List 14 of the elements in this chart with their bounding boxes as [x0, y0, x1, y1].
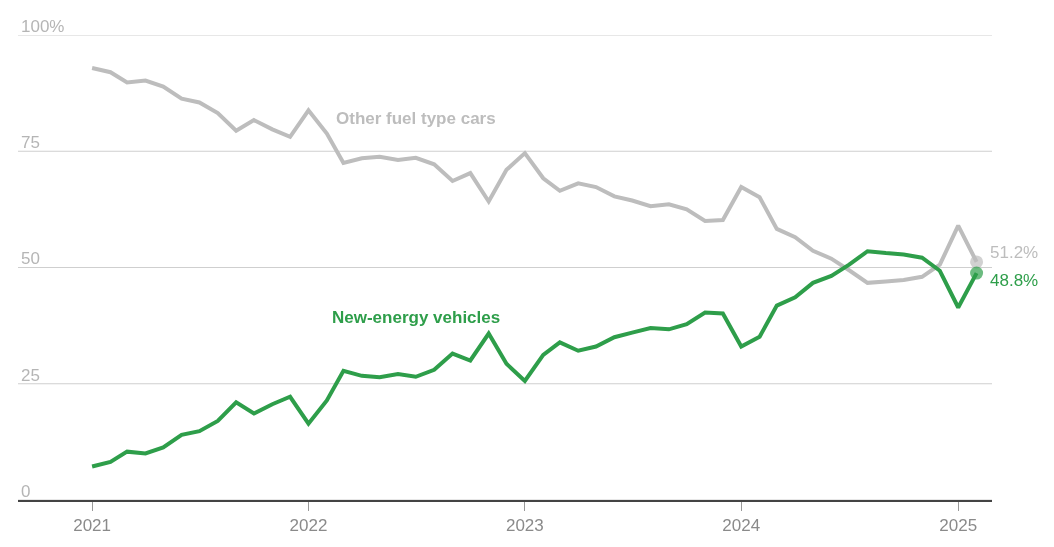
series-label: Other fuel type cars — [336, 109, 496, 128]
y-tick-label: 0 — [21, 481, 31, 501]
data-label: 48.8% — [990, 271, 1039, 290]
series-label: New-energy vehicles — [332, 308, 501, 327]
x-tick-label: 2022 — [289, 515, 328, 535]
x-tick-label: 2023 — [505, 515, 544, 535]
x-tick-label: 2024 — [722, 515, 761, 535]
y-tick-label: 50 — [21, 249, 40, 269]
y-tick-label: 25 — [21, 365, 40, 385]
y-tick-label: 100% — [21, 16, 65, 36]
y-tick-label: 75 — [21, 133, 40, 153]
x-tick-label: 2025 — [939, 515, 978, 535]
x-tick-label: 2021 — [73, 515, 112, 535]
data-label: 51.2% — [990, 243, 1039, 262]
